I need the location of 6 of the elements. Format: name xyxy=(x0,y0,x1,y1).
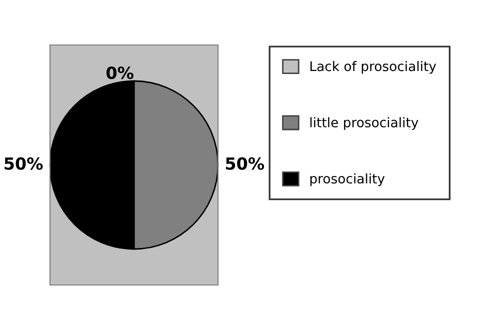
data-label: 50% xyxy=(226,157,264,170)
legend-label: Lack of prosociality xyxy=(310,60,436,74)
legend-label: prosociality xyxy=(310,173,385,186)
text: 0% xyxy=(106,66,134,80)
data-label: 50% xyxy=(4,157,43,170)
legend-label: little prosociality xyxy=(310,117,418,130)
